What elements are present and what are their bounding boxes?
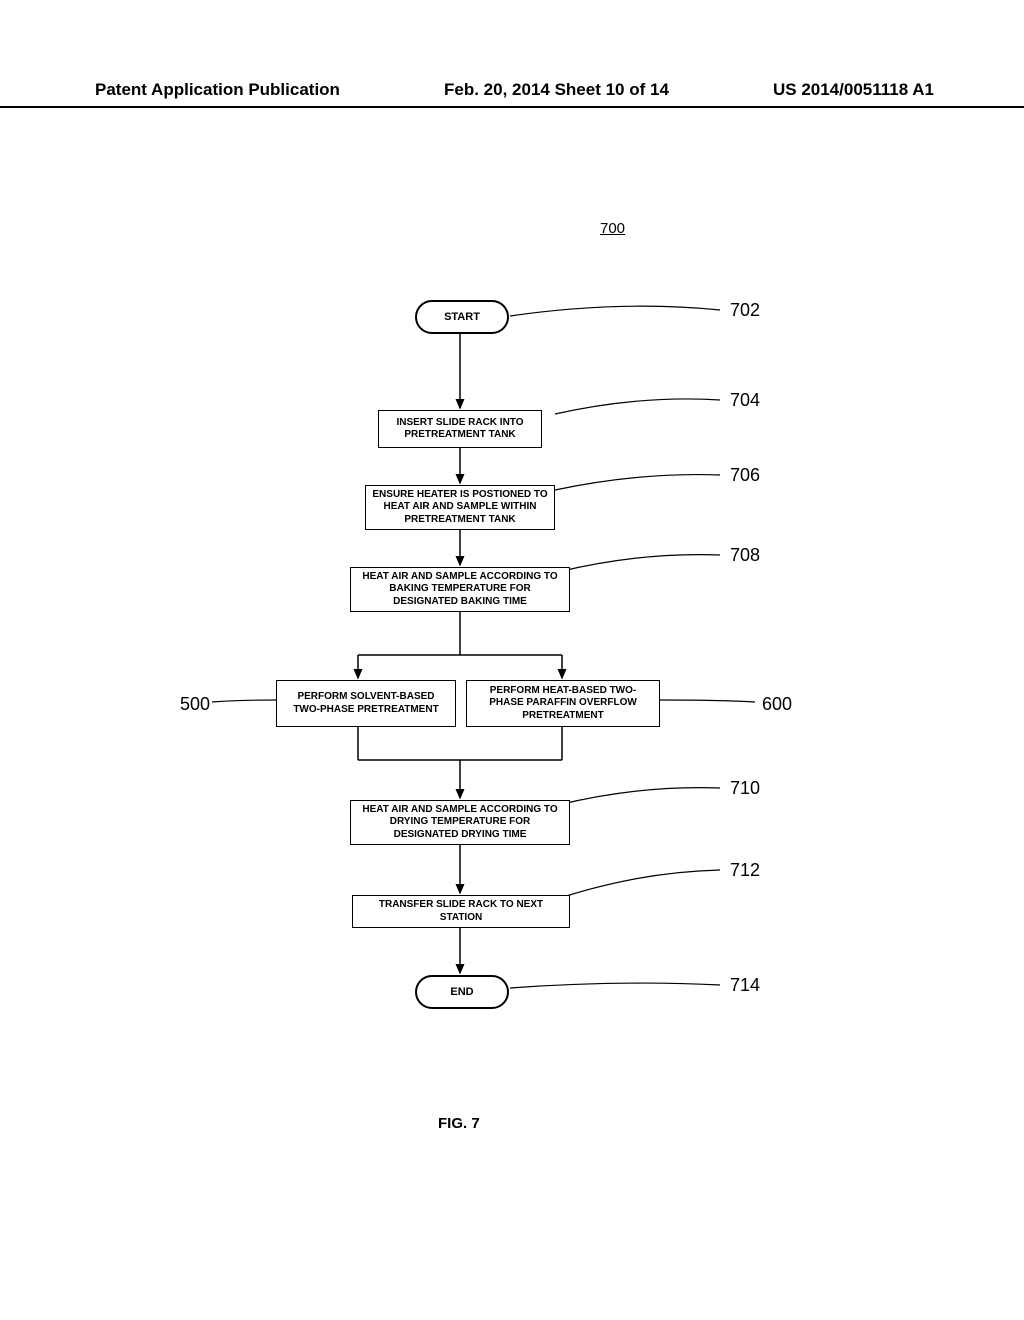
ref-600: 600 xyxy=(762,694,792,715)
flow-step-500: PERFORM SOLVENT-BASED TWO-PHASE PRETREAT… xyxy=(276,680,456,727)
flow-step-706: ENSURE HEATER IS POSTIONED TO HEAT AIR A… xyxy=(365,485,555,530)
flowchart-connectors xyxy=(0,0,1024,1320)
flow-step-704-label: INSERT SLIDE RACK INTO PRETREATMENT TANK xyxy=(385,417,535,442)
flow-start: START xyxy=(415,300,509,334)
flow-step-600-label: PERFORM HEAT-BASED TWO-PHASE PARAFFIN OV… xyxy=(473,685,653,723)
flow-end-label: END xyxy=(450,986,473,998)
flow-step-712-label: TRANSFER SLIDE RACK TO NEXT STATION xyxy=(359,899,563,924)
ref-704: 704 xyxy=(730,390,760,411)
flow-step-712: TRANSFER SLIDE RACK TO NEXT STATION xyxy=(352,895,570,928)
flow-step-600: PERFORM HEAT-BASED TWO-PHASE PARAFFIN OV… xyxy=(466,680,660,727)
flow-step-708: HEAT AIR AND SAMPLE ACCORDING TO BAKING … xyxy=(350,567,570,612)
ref-706: 706 xyxy=(730,465,760,486)
flow-step-710: HEAT AIR AND SAMPLE ACCORDING TO DRYING … xyxy=(350,800,570,845)
flow-step-706-label: ENSURE HEATER IS POSTIONED TO HEAT AIR A… xyxy=(372,489,548,527)
ref-710: 710 xyxy=(730,778,760,799)
flow-step-500-label: PERFORM SOLVENT-BASED TWO-PHASE PRETREAT… xyxy=(283,691,449,716)
ref-708: 708 xyxy=(730,545,760,566)
ref-500: 500 xyxy=(180,694,210,715)
figure-caption: FIG. 7 xyxy=(438,1115,480,1132)
flow-step-708-label: HEAT AIR AND SAMPLE ACCORDING TO BAKING … xyxy=(357,571,563,609)
flow-start-label: START xyxy=(444,311,480,323)
flow-step-710-label: HEAT AIR AND SAMPLE ACCORDING TO DRYING … xyxy=(357,804,563,842)
ref-714: 714 xyxy=(730,975,760,996)
ref-712: 712 xyxy=(730,860,760,881)
ref-702: 702 xyxy=(730,300,760,321)
flow-step-704: INSERT SLIDE RACK INTO PRETREATMENT TANK xyxy=(378,410,542,448)
flow-end: END xyxy=(415,975,509,1009)
